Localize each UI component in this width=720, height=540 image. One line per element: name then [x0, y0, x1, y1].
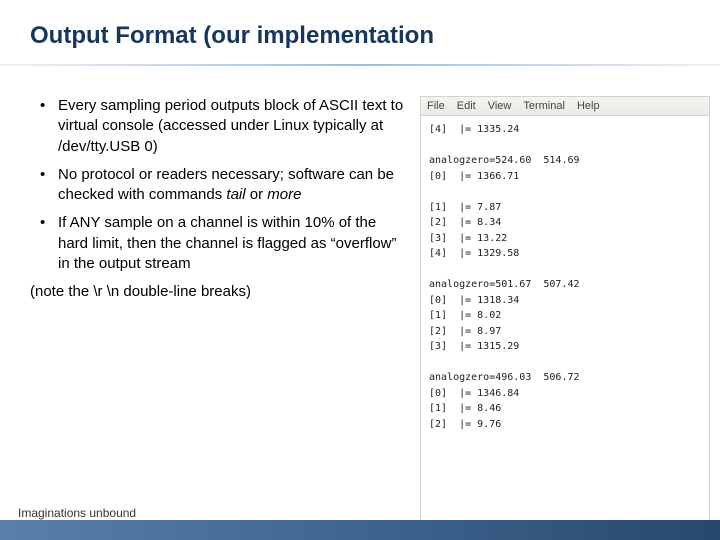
- footer-tagline: Imaginations unbound: [18, 506, 136, 520]
- slide-title: Output Format (our implementation: [30, 22, 690, 50]
- menu-help[interactable]: Help: [577, 100, 600, 112]
- content-row: Every sampling period outputs block of A…: [0, 66, 720, 526]
- bullet-list: Every sampling period outputs block of A…: [30, 96, 408, 274]
- left-column: Every sampling period outputs block of A…: [30, 96, 408, 526]
- footer-bar: [0, 520, 720, 540]
- bullet-item: If ANY sample on a channel is within 10%…: [30, 213, 408, 274]
- note-text: (note the \r \n double-line breaks): [30, 282, 408, 302]
- bullet-item: No protocol or readers necessary; softwa…: [30, 165, 408, 206]
- menu-file[interactable]: File: [427, 100, 445, 112]
- terminal-menubar: File Edit View Terminal Help: [421, 97, 709, 116]
- bullet-item: Every sampling period outputs block of A…: [30, 96, 408, 157]
- command-name: more: [267, 186, 301, 203]
- terminal-window: File Edit View Terminal Help [4] |= 1335…: [420, 96, 710, 526]
- bullet-text: or: [246, 186, 268, 203]
- menu-view[interactable]: View: [488, 100, 512, 112]
- menu-terminal[interactable]: Terminal: [523, 100, 565, 112]
- terminal-output: [4] |= 1335.24 analogzero=524.60 514.69 …: [421, 116, 709, 438]
- command-name: tail: [226, 186, 245, 203]
- menu-edit[interactable]: Edit: [457, 100, 476, 112]
